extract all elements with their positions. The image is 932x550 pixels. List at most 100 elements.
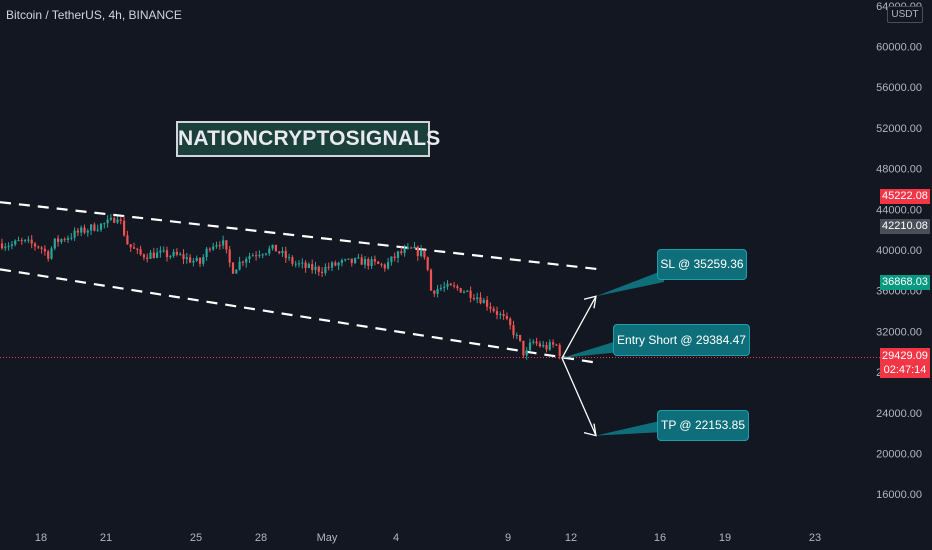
candle-body — [393, 256, 396, 259]
candle-body — [96, 229, 99, 231]
candle-body — [281, 250, 284, 254]
candle-body — [538, 343, 541, 347]
candle-body — [482, 299, 485, 304]
x-tick-label: 19 — [719, 532, 731, 544]
candle-body — [502, 314, 505, 316]
x-tick-label: 25 — [190, 532, 202, 544]
candle-body — [172, 251, 175, 257]
green-price-tag: 36868.03 — [880, 275, 930, 290]
high-price-tag: 45222.08 — [880, 189, 930, 204]
candle-body — [258, 255, 261, 257]
candle-body — [106, 219, 109, 224]
level-price-tag: 42210.08 — [880, 219, 930, 234]
candle-body — [350, 258, 353, 264]
take-profit-pointer — [596, 420, 664, 436]
candle-body — [390, 256, 393, 263]
candle-body — [212, 246, 215, 250]
candle-body — [90, 224, 93, 231]
x-tick-label: 23 — [809, 532, 821, 544]
take-profit-arrowhead — [583, 423, 597, 437]
candle-body — [522, 340, 525, 356]
price-axis[interactable]: 64000.0060000.0056000.0052000.0048000.00… — [876, 1, 922, 501]
candle-body — [63, 239, 66, 241]
candle-body — [297, 263, 301, 265]
candle-body — [37, 246, 40, 248]
candle-body — [552, 342, 555, 345]
x-tick-label: 28 — [255, 532, 267, 544]
candle-body — [311, 264, 314, 271]
candle-body — [261, 254, 264, 256]
candle-body — [413, 246, 416, 249]
candle-body — [47, 251, 50, 259]
current-price-tag: 29429.09 02:47:14 — [880, 348, 930, 378]
candle-body — [357, 257, 360, 259]
x-tick-label: 18 — [35, 532, 47, 544]
time-axis[interactable]: 18 21 25 28 May 4 9 12 16 19 23 — [35, 532, 821, 544]
candle-body — [228, 249, 231, 263]
candle-body — [453, 285, 456, 287]
candle-body — [449, 283, 452, 286]
y-tick-label: 44000.00 — [876, 204, 922, 216]
candle-body — [238, 261, 241, 270]
candle-body — [271, 244, 274, 249]
candle-body — [14, 240, 17, 245]
candle-body — [142, 254, 145, 258]
currency-badge[interactable]: USDT — [887, 6, 923, 23]
candle-body — [429, 269, 433, 291]
candle-body — [222, 240, 225, 246]
entry-pointer — [562, 340, 620, 359]
candle-body — [459, 288, 462, 293]
candle-body — [294, 263, 297, 265]
candle-body — [555, 344, 558, 346]
candle-body — [406, 247, 409, 249]
candle-body — [499, 314, 502, 316]
candle-body — [235, 269, 238, 274]
candle-body — [185, 257, 188, 260]
candle-body — [423, 249, 426, 258]
candle-body — [489, 306, 492, 309]
candle-body — [175, 251, 178, 255]
candle-body — [215, 245, 218, 247]
candle-body — [288, 257, 291, 259]
candle-body — [317, 266, 320, 272]
candle-body — [433, 290, 436, 294]
candle-body — [284, 250, 287, 258]
candle-body — [532, 341, 535, 343]
candle-body — [268, 248, 271, 254]
y-tick-label: 24000.00 — [876, 408, 922, 420]
y-tick-label: 56000.00 — [876, 82, 922, 94]
symbol-title: Bitcoin / TetherUS, 4h, BINANCE — [6, 8, 182, 22]
candle-body — [205, 248, 208, 257]
candle-body — [241, 261, 244, 263]
entry-callout[interactable]: Entry Short @ 29384.47 — [613, 324, 750, 356]
candle-body — [159, 250, 162, 253]
candle-body — [344, 259, 347, 261]
candle-body — [545, 344, 548, 350]
candle-body — [24, 239, 27, 241]
candle-body — [189, 257, 192, 263]
candle-body — [340, 260, 343, 263]
candle-body — [123, 220, 126, 236]
candle-body — [179, 254, 182, 256]
stop-loss-callout[interactable]: SL @ 35259.36 — [657, 249, 747, 280]
candle-body — [314, 266, 317, 271]
candle-body — [304, 262, 307, 268]
candle-body — [195, 257, 198, 261]
y-tick-label: 48000.00 — [876, 164, 922, 176]
y-tick-label: 20000.00 — [876, 449, 922, 461]
descending-channel[interactable] — [0, 201, 601, 365]
candle-body — [400, 251, 403, 254]
candle-body — [255, 255, 258, 257]
take-profit-callout[interactable]: TP @ 22153.85 — [657, 410, 749, 441]
candle-body — [373, 259, 376, 262]
candle-body — [132, 247, 136, 249]
candle-body — [367, 258, 370, 266]
trade-setup-arrows[interactable] — [561, 270, 664, 437]
candle-body — [152, 252, 155, 258]
candle-body — [548, 342, 551, 350]
candle-body — [60, 239, 63, 243]
candle-body — [20, 240, 23, 242]
candle-body — [33, 243, 37, 247]
candle-body — [383, 264, 386, 269]
